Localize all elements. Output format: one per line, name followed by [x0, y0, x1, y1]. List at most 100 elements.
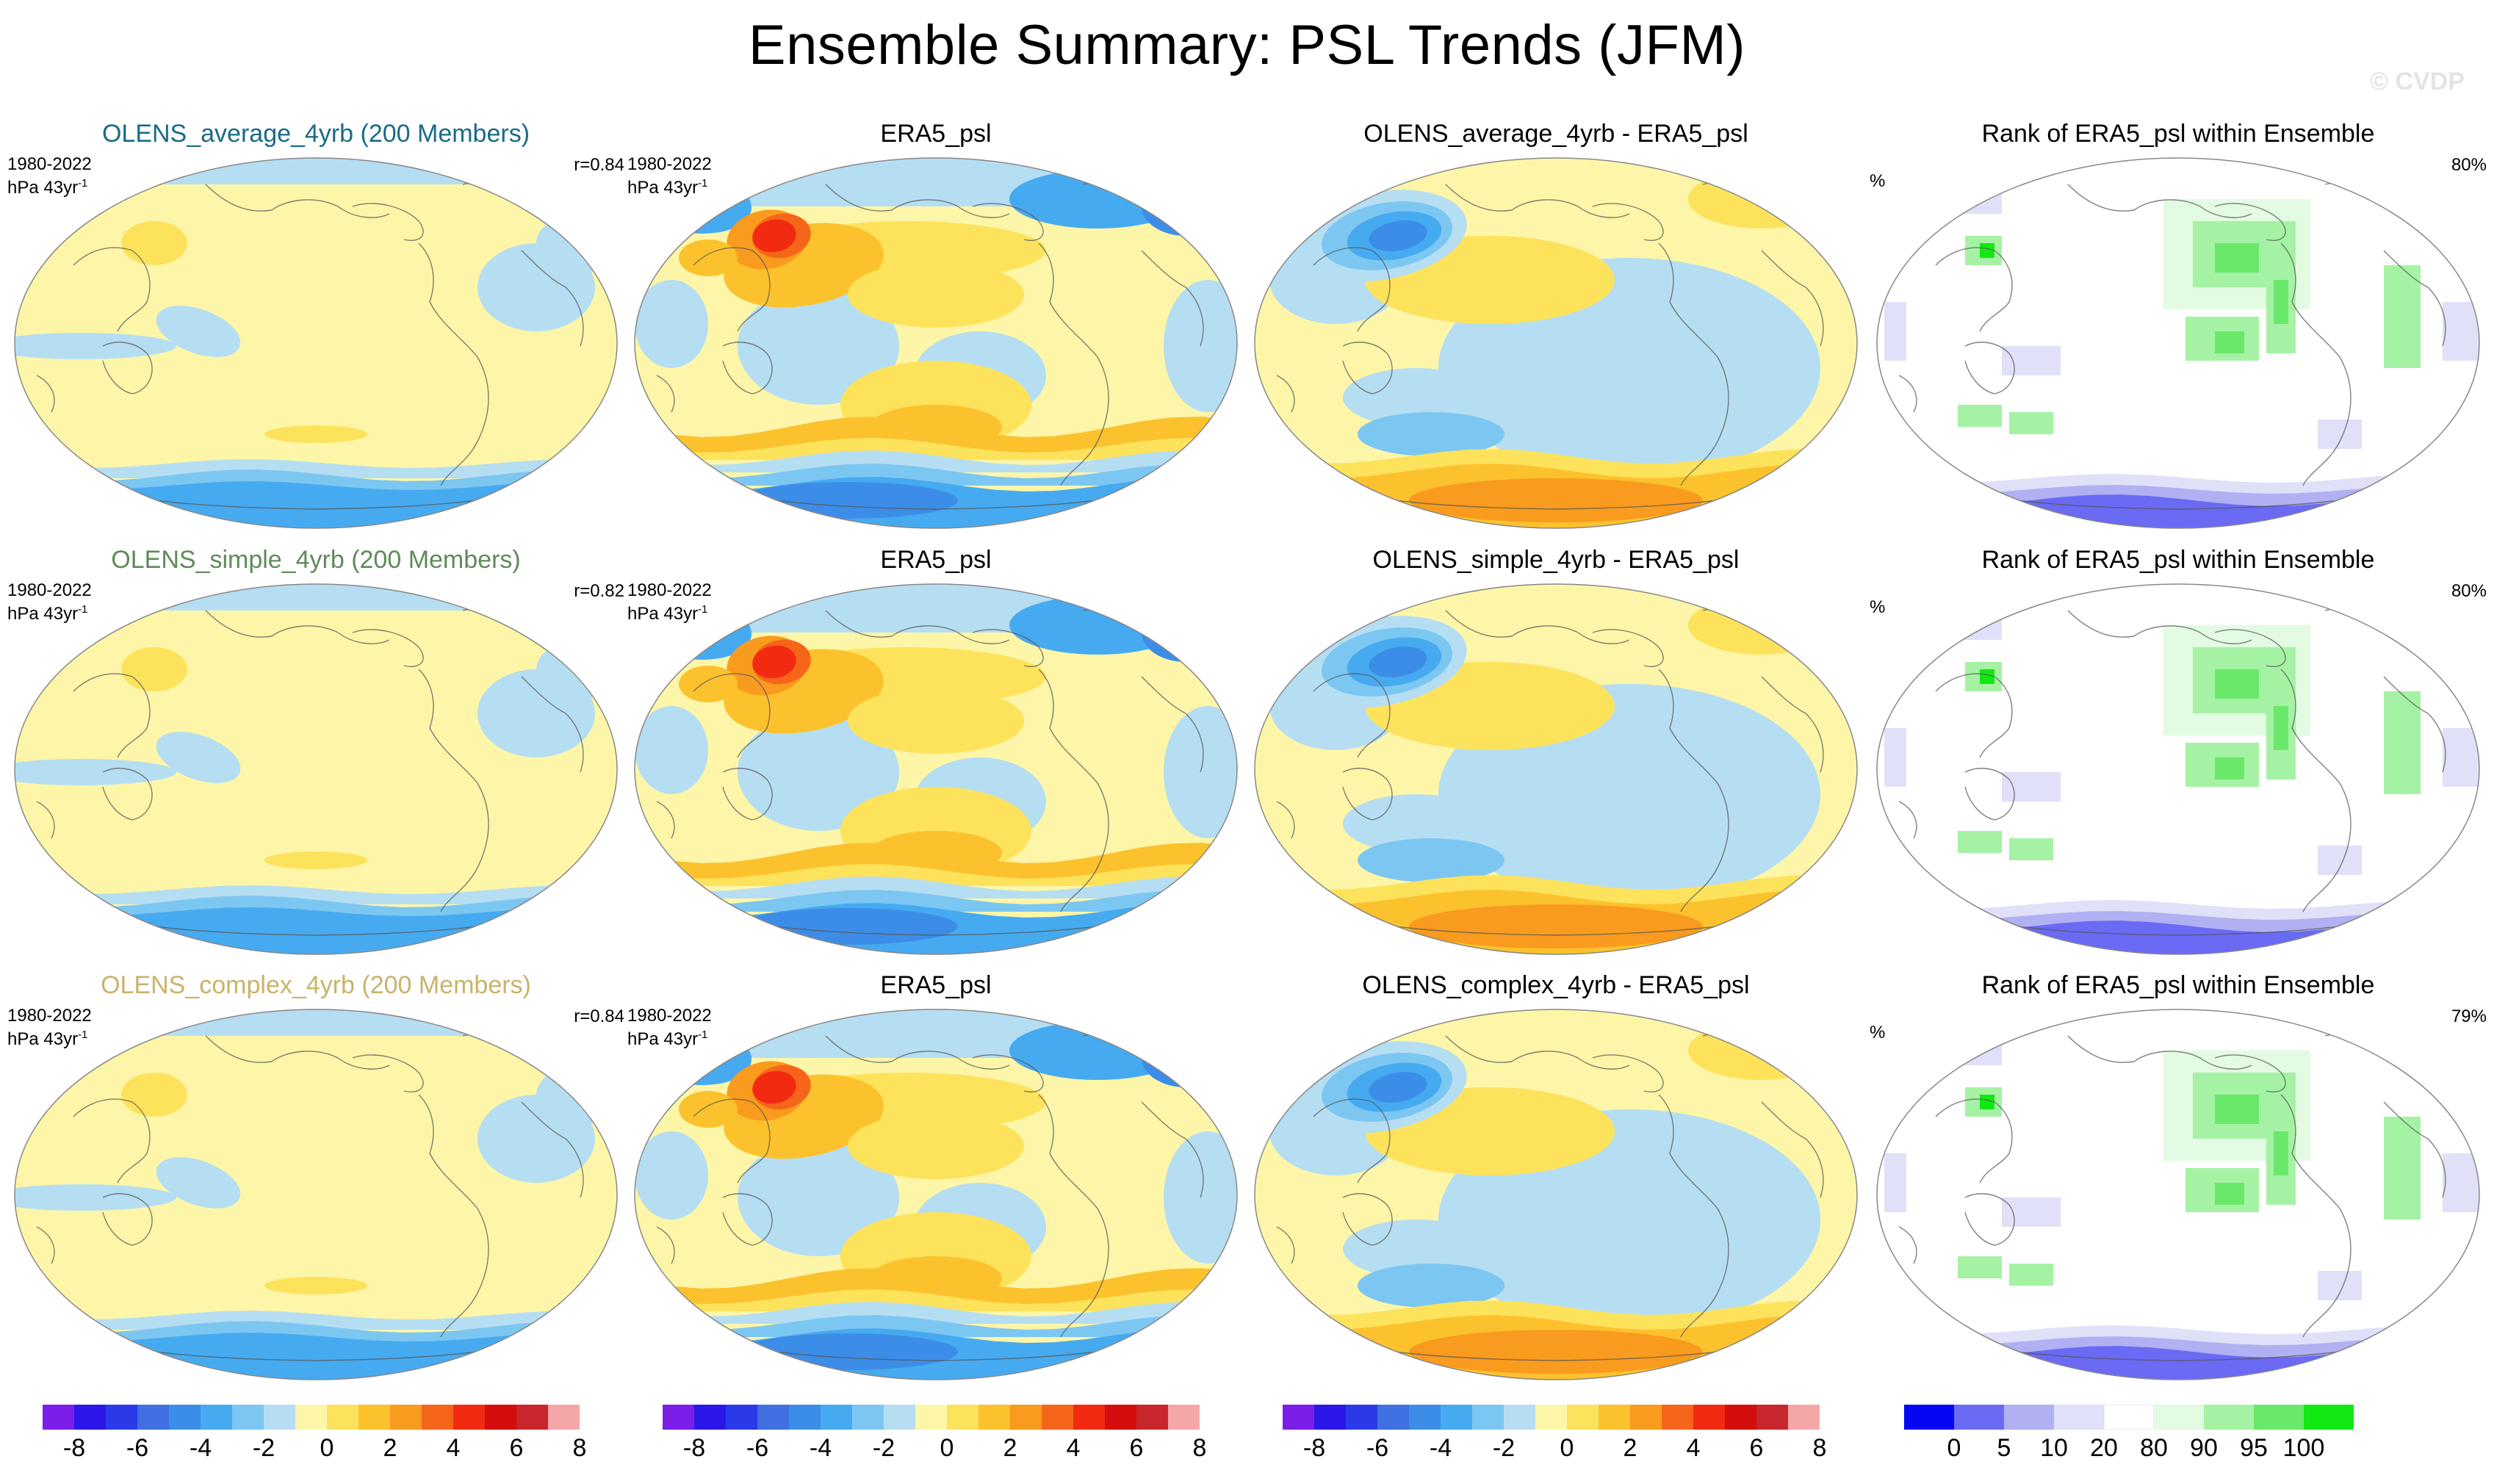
colorbar-swatch — [1441, 1405, 1472, 1430]
panel-title: Rank of ERA5_psl within Ensemble — [1981, 546, 2375, 574]
panel-title: ERA5_psl — [880, 546, 992, 574]
colorbar-tick-label: -6 — [746, 1434, 769, 1462]
difference-map — [1254, 1009, 1858, 1380]
colorbar-psl-model: -8 -6 -4 -2 0 2 4 6 8 — [43, 1405, 586, 1462]
trend-map — [14, 1009, 618, 1380]
colorbar-swatch — [1954, 1405, 2004, 1430]
units-label: % — [1870, 1023, 1886, 1042]
colorbar-tick-label: 6 — [1129, 1434, 1144, 1462]
colorbar-swatch — [43, 1405, 74, 1430]
colorbar-swatch — [1409, 1405, 1441, 1430]
panel-title: Rank of ERA5_psl within Ensemble — [1981, 971, 2375, 999]
units-label: % — [1870, 597, 1886, 617]
colorbar-swatch — [884, 1405, 915, 1430]
colorbar-tick-label: 5 — [1997, 1434, 2011, 1462]
colorbar-rank: 0 5 10 20 80 90 95 100 — [1904, 1404, 2354, 1462]
colorbar-tick-label: 2 — [1003, 1434, 1017, 1462]
panel-obs: ERA5_psl 1980-2022 hPa 43yr-1 — [627, 971, 1244, 1383]
colorbar-swatches — [663, 1405, 1200, 1430]
colorbar-swatch — [2204, 1405, 2254, 1430]
difference-map — [1254, 583, 1858, 955]
colorbar-tick-label: 90 — [2190, 1434, 2218, 1462]
colorbar-swatch — [1377, 1405, 1409, 1430]
units-label: hPa 43yr-1 — [7, 1029, 88, 1049]
panel-obs: ERA5_psl 1980-2022 hPa 43yr-1 — [627, 546, 1244, 957]
colorbar-swatch — [1504, 1405, 1535, 1430]
colorbar-tick-label: -4 — [189, 1434, 212, 1462]
colorbar-swatch — [2103, 1404, 2155, 1430]
colorbar-swatch — [422, 1405, 453, 1430]
colorbar-swatch — [169, 1405, 201, 1430]
colorbar-swatch — [1725, 1405, 1756, 1430]
colorbar-tick-label: 8 — [1812, 1434, 1827, 1462]
figure-title: Ensemble Summary: PSL Trends (JFM) — [748, 14, 1746, 76]
panel-model-complex: OLENS_complex_4yrb (200 Members) 1980-20… — [7, 971, 624, 1383]
trend-map — [14, 583, 618, 955]
colorbar-swatch — [2254, 1405, 2304, 1430]
panel-model-average: OLENS_average_4yrb (200 Members) 1980-20… — [7, 120, 624, 531]
period-label: 1980-2022 — [627, 1006, 712, 1026]
units-label: hPa 43yr-1 — [7, 177, 88, 198]
colorbar-swatch — [327, 1405, 358, 1430]
colorbar-swatch — [1010, 1405, 1042, 1430]
panel-title: Rank of ERA5_psl within Ensemble — [1981, 120, 2375, 148]
difference-map — [1254, 157, 1858, 529]
colorbar-swatch — [1472, 1405, 1504, 1430]
panel-title: ERA5_psl — [880, 971, 992, 999]
colorbar-swatch — [1756, 1405, 1788, 1430]
colorbar-tick-label: 8 — [572, 1434, 587, 1462]
colorbar-tick-label: 0 — [1560, 1434, 1574, 1462]
correlation-label: r=0.84 — [574, 155, 624, 175]
colorbar-swatches — [43, 1405, 580, 1430]
rank-percent-label: 80% — [2451, 581, 2487, 601]
colorbar-swatch — [1283, 1405, 1314, 1430]
colorbar-tick-label: -8 — [1302, 1434, 1326, 1462]
colorbar-tick-label: 20 — [2090, 1434, 2118, 1462]
colorbar-tick-label: 10 — [2040, 1434, 2068, 1462]
rank-map — [1876, 157, 2480, 529]
colorbar-swatch — [821, 1405, 852, 1430]
colorbar-tick-label: -8 — [682, 1434, 706, 1462]
colorbar-tick-label: 6 — [1749, 1434, 1764, 1462]
colorbar-tick-label: 2 — [1623, 1434, 1637, 1462]
panel-title: OLENS_average_4yrb (200 Members) — [101, 120, 530, 148]
colorbar-tick-label: 0 — [940, 1434, 954, 1462]
colorbar-swatch — [1042, 1405, 1073, 1430]
colorbar-swatch — [1314, 1405, 1346, 1430]
colorbar-tick-label: -6 — [1366, 1434, 1389, 1462]
trend-map — [634, 157, 1238, 529]
panel-title: OLENS_average_4yrb - ERA5_psl — [1363, 120, 1748, 148]
colorbar-swatch — [852, 1405, 884, 1430]
panel-title: ERA5_psl — [880, 120, 992, 148]
panel-title: OLENS_simple_4yrb - ERA5_psl — [1372, 546, 1740, 574]
colorbar-swatch — [548, 1405, 580, 1430]
colorbar-tick-label: 8 — [1192, 1434, 1207, 1462]
panel-rank: Rank of ERA5_psl within Ensemble % 80% — [1870, 546, 2487, 957]
rank-percent-label: 80% — [2451, 155, 2487, 175]
units-label: hPa 43yr-1 — [627, 177, 708, 198]
rank-map — [1876, 583, 2480, 955]
colorbar-tick-label: 4 — [1686, 1434, 1701, 1462]
colorbar-swatch — [2054, 1405, 2104, 1430]
colorbar-tick-label: -8 — [62, 1434, 86, 1462]
colorbar-tick-label: 0 — [320, 1434, 334, 1462]
colorbar-tick-label: 4 — [1066, 1434, 1081, 1462]
colorbar-swatch — [2304, 1405, 2354, 1430]
colorbar-swatch — [1105, 1405, 1136, 1430]
colorbar-swatch — [1567, 1405, 1599, 1430]
colorbar-tick-label: -4 — [809, 1434, 832, 1462]
panel-difference: OLENS_complex_4yrb - ERA5_psl — [1247, 971, 1864, 1383]
colorbar-swatch — [1599, 1405, 1630, 1430]
colorbar-psl-obs: -8 -6 -4 -2 0 2 4 6 8 — [663, 1405, 1206, 1462]
colorbar-tick-label: -2 — [872, 1434, 895, 1462]
colorbar-swatch — [516, 1405, 548, 1430]
colorbar-swatch — [1168, 1405, 1200, 1430]
units-label: % — [1870, 171, 1886, 191]
panel-title: OLENS_simple_4yrb (200 Members) — [111, 546, 521, 574]
colorbar-tick-label: -2 — [252, 1434, 275, 1462]
panel-difference: OLENS_average_4yrb - ERA5_psl — [1247, 120, 1864, 531]
colorbar-swatch — [2154, 1405, 2204, 1430]
colorbar-swatch — [1662, 1405, 1693, 1430]
colorbar-swatch — [979, 1405, 1010, 1430]
colorbar-swatch — [726, 1405, 757, 1430]
